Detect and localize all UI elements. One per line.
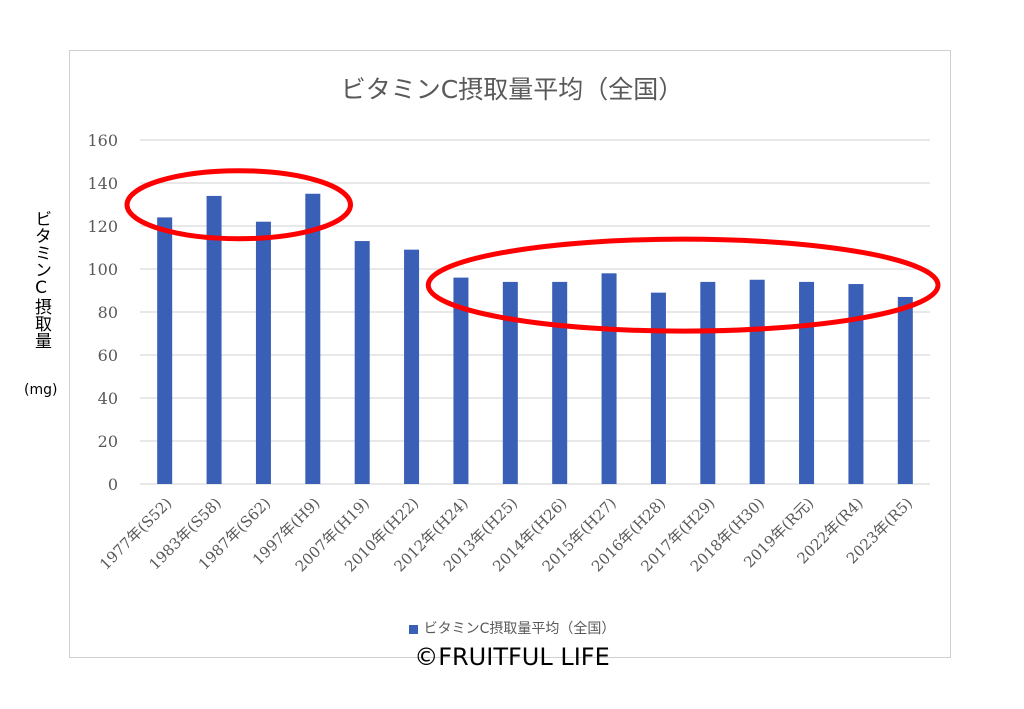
- y-axis-label: ビタミンC摂取量: [31, 210, 51, 349]
- bar: [700, 281, 716, 484]
- y-tick-label: 140: [87, 174, 118, 193]
- y-tick-label: 20: [98, 432, 118, 451]
- y-tick-label: 60: [98, 346, 118, 365]
- y-tick-label: 0: [108, 475, 118, 494]
- bar: [206, 195, 222, 484]
- y-tick-label: 100: [87, 260, 118, 279]
- y-tick-label: 120: [87, 217, 118, 236]
- y-tick-label: 160: [87, 131, 118, 150]
- bar: [404, 249, 420, 484]
- bar: [354, 241, 370, 484]
- chart-title: ビタミンC摂取量平均（全国）: [340, 75, 684, 104]
- legend-label: ビタミンC摂取量平均（全国）: [423, 621, 616, 637]
- bar: [848, 284, 864, 484]
- y-tick-label: 80: [98, 303, 118, 322]
- bar: [255, 221, 271, 484]
- bar: [453, 277, 469, 484]
- bar: [897, 296, 913, 484]
- legend: ビタミンC摂取量平均（全国）: [0, 618, 1024, 638]
- bar: [799, 281, 815, 484]
- y-tick-label: 40: [98, 389, 118, 408]
- bar: [552, 281, 568, 484]
- annotation-ellipse: [124, 168, 353, 242]
- chart-frame: [69, 50, 951, 658]
- bar: [601, 273, 617, 484]
- annotation-ellipse: [425, 236, 941, 334]
- bar: [502, 281, 518, 484]
- legend-swatch: [408, 624, 418, 634]
- bar: [749, 279, 765, 484]
- bar: [650, 292, 666, 484]
- y-axis-unit: (mg): [24, 382, 58, 398]
- credit-text: ©FRUITFUL LIFE: [414, 643, 610, 671]
- bar: [157, 217, 173, 484]
- bar: [305, 193, 321, 484]
